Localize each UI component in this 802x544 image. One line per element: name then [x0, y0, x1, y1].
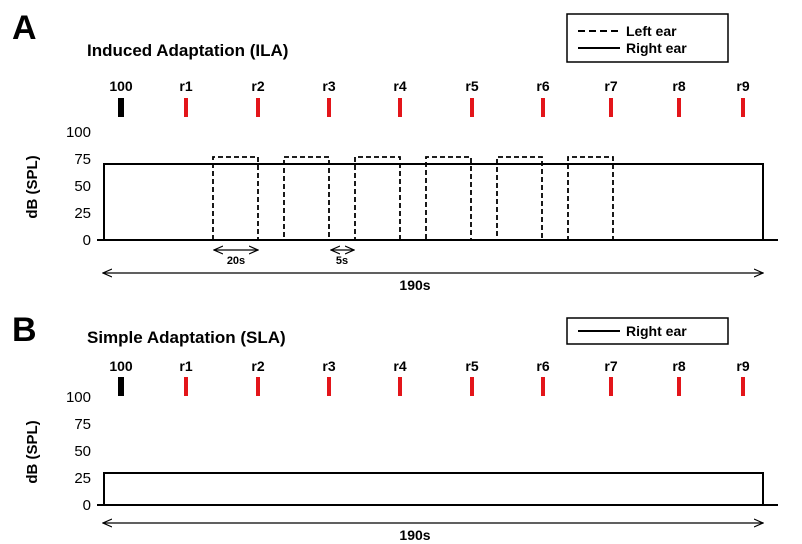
legend-left-ear: Left ear [626, 23, 677, 39]
panel-a-title: Induced Adaptation (ILA) [87, 41, 288, 60]
y-tick-label: 100 [66, 124, 91, 141]
rating-marker-bar [541, 98, 545, 117]
rating-marker-label: r7 [604, 358, 617, 374]
reference-marker-bar [118, 377, 124, 396]
y-tick-label: 25 [74, 205, 91, 222]
panel-a-markers: 100 r1 r2 r3 r4 r5 r6 r7 r8 r9 [109, 78, 750, 117]
rating-marker-label: r4 [393, 78, 406, 94]
panel-a-duration-label: 190s [399, 277, 430, 293]
legend-right-ear: Right ear [626, 40, 687, 56]
panel-b-markers: 100 r1 r2 r3 r4 r5 r6 r7 r8 r9 [109, 358, 750, 396]
panel-a-y-ticks: 100 75 50 25 0 [66, 124, 91, 249]
rating-marker-bar [609, 377, 613, 396]
rating-marker-label: r8 [672, 358, 685, 374]
panel-a-legend: Left ear Right ear [566, 13, 729, 63]
panel-b-letter: B [12, 311, 37, 349]
legend-box [566, 317, 729, 345]
rating-marker-bar [256, 377, 260, 396]
rating-marker-bar [398, 98, 402, 117]
rating-marker-label: r3 [322, 78, 335, 94]
rating-marker-label: r6 [536, 358, 549, 374]
panel-b: B Simple Adaptation (SLA) Right ear 100 r… [12, 311, 778, 543]
rating-marker-label: r9 [736, 358, 749, 374]
rating-marker-bar [256, 98, 260, 117]
rating-marker-label: r7 [604, 78, 617, 94]
rating-marker-label: r9 [736, 78, 749, 94]
panel-a-left-ear-trace [212, 156, 614, 241]
rating-marker-bar [741, 377, 745, 396]
panel-a: A Induced Adaptation (ILA) Left ear Righ… [12, 9, 778, 293]
left-ear-tones [212, 156, 614, 241]
y-tick-label: 50 [74, 443, 91, 460]
y-tick-label: 100 [66, 389, 91, 406]
panel-b-y-axis-label: dB (SPL) [24, 420, 41, 483]
rating-marker-bar [470, 377, 474, 396]
rating-marker-bar [184, 98, 188, 117]
panel-a-right-ear-trace [103, 163, 764, 240]
y-tick-label: 25 [74, 470, 91, 487]
rating-marker-bar [677, 377, 681, 396]
rating-marker-bar [184, 377, 188, 396]
reference-marker-label: 100 [109, 78, 133, 94]
legend-box [566, 13, 729, 63]
tone-interval-label: 20s [227, 255, 245, 267]
legend-right-ear: Right ear [626, 323, 687, 339]
rating-marker-label: r2 [251, 358, 264, 374]
y-tick-label: 75 [74, 416, 91, 433]
rating-marker-label: r5 [465, 78, 478, 94]
panel-b-right-ear-trace [103, 472, 764, 505]
y-tick-label: 75 [74, 151, 91, 168]
y-tick-label: 0 [83, 497, 91, 514]
panel-b-title: Simple Adaptation (SLA) [87, 328, 286, 347]
rating-marker-bar [741, 98, 745, 117]
rating-marker-bar [327, 98, 331, 117]
rating-marker-bar [398, 377, 402, 396]
rating-marker-label: r4 [393, 358, 406, 374]
rating-marker-bar [541, 377, 545, 396]
rating-marker-label: r6 [536, 78, 549, 94]
rating-marker-label: r1 [179, 358, 192, 374]
gap-interval-label: 5s [336, 255, 348, 267]
rating-marker-bar [470, 98, 474, 117]
panel-b-legend: Right ear [566, 317, 729, 345]
rating-marker-label: r8 [672, 78, 685, 94]
rating-marker-label: r3 [322, 358, 335, 374]
y-tick-label: 0 [83, 232, 91, 249]
rating-marker-label: r2 [251, 78, 264, 94]
reference-marker-label: 100 [109, 358, 133, 374]
y-tick-label: 50 [74, 178, 91, 195]
rating-marker-bar [609, 98, 613, 117]
panel-b-duration-label: 190s [399, 527, 430, 543]
rating-marker-bar [677, 98, 681, 117]
panel-a-letter: A [12, 9, 37, 47]
rating-marker-label: r5 [465, 358, 478, 374]
reference-marker-bar [118, 98, 124, 117]
panel-a-y-axis-label: dB (SPL) [24, 155, 41, 218]
rating-marker-label: r1 [179, 78, 192, 94]
rating-marker-bar [327, 377, 331, 396]
panel-b-y-ticks: 100 75 50 25 0 [66, 389, 91, 514]
